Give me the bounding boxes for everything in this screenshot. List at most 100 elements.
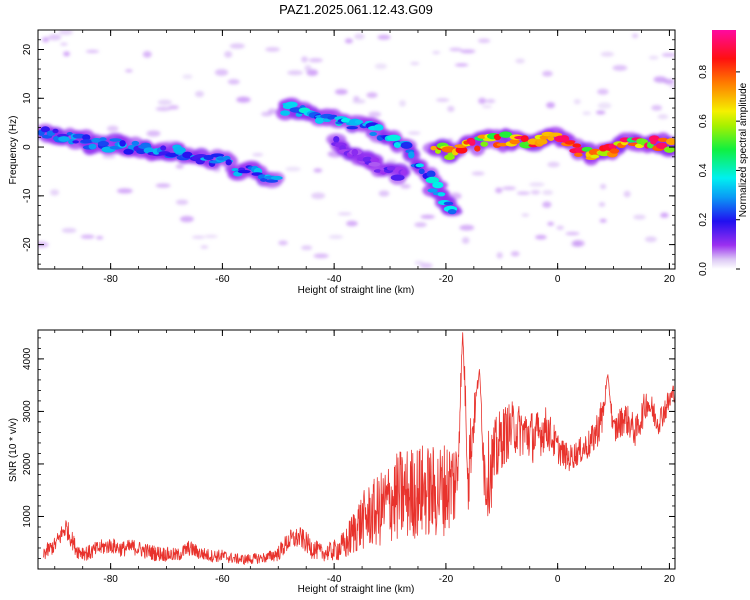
- spectrogram-blob: [80, 139, 94, 144]
- spectrogram-speckle: [368, 111, 382, 118]
- spectrogram-speckle: [116, 188, 133, 194]
- spectrogram-speckle: [565, 231, 580, 236]
- colorbar: 0.0 0.2 0.4 0.6 0.8 Normalized spectral ampl…: [698, 30, 749, 276]
- spectrogram-speckle: [556, 225, 564, 230]
- spectrogram-speckle: [669, 84, 675, 89]
- spectrogram-blob: [609, 148, 620, 154]
- spectrogram-blob: [443, 201, 454, 206]
- spectrogram-speckle: [229, 43, 245, 49]
- spectrogram-blob: [536, 138, 548, 145]
- colorbar-tick-label: 0.2: [698, 212, 709, 226]
- spectrogram-blob: [437, 192, 446, 197]
- spectrogram-speckle: [366, 92, 378, 99]
- figure-title: PAZ1.2025.061.12.43.G09: [279, 2, 433, 17]
- spectrogram-speckle: [478, 97, 487, 105]
- spectrogram-blob: [373, 124, 384, 131]
- spectrogram-speckle: [600, 51, 614, 57]
- y-tick-label: 1000: [22, 505, 33, 528]
- spectrogram-speckle: [42, 36, 50, 43]
- spectrogram-speckle: [414, 222, 427, 228]
- spectrogram-blob: [165, 152, 179, 158]
- spectrogram-speckle: [547, 221, 554, 226]
- spectrogram-speckle: [313, 253, 329, 259]
- spectrogram-speckle: [597, 102, 612, 109]
- y-tick-label: 3000: [22, 400, 33, 423]
- spectrogram-speckle: [400, 184, 411, 189]
- spectrogram-blob: [373, 169, 383, 173]
- spectrogram-speckle: [407, 131, 421, 135]
- spectrogram-speckle: [182, 74, 193, 80]
- colorbar-tick-label: 0.6: [698, 114, 709, 128]
- spectrogram-blob: [499, 131, 513, 138]
- spectrogram-speckle: [648, 55, 659, 60]
- x-tick-label: 20: [664, 274, 676, 285]
- spectrogram-blob: [648, 135, 660, 143]
- spectrogram-speckle: [542, 201, 552, 208]
- spectrogram-speckle: [542, 190, 553, 196]
- spectrogram-frame: [37, 29, 676, 270]
- spectrogram-blob: [427, 188, 438, 193]
- spectrogram-blob: [547, 136, 555, 141]
- snr-x-axis: -80 -60 -40 -20 0 20: [54, 330, 675, 585]
- x-tick-label: 0: [555, 574, 561, 585]
- spectrogram-blob: [663, 146, 675, 153]
- spectrogram-blob: [400, 141, 413, 149]
- spectrogram-blob: [426, 170, 436, 178]
- spectrogram-speckle: [179, 215, 194, 223]
- spectrogram-blob: [369, 131, 377, 137]
- spectrogram-blob: [182, 151, 193, 159]
- x-tick-label: 0: [555, 274, 561, 285]
- spectrogram-speckle: [471, 171, 485, 176]
- spectrogram-blob: [99, 137, 107, 142]
- spectrogram-speckle: [311, 192, 326, 200]
- spectrogram-x-axis-label: Height of straight line (km): [298, 285, 415, 296]
- spectrogram-speckle: [304, 64, 312, 72]
- spectrogram-speckle: [432, 50, 441, 55]
- spectrogram-speckle: [623, 190, 631, 198]
- spectrogram-blob: [160, 145, 167, 151]
- spectrogram-speckle: [597, 88, 609, 95]
- spectrogram-speckle: [352, 99, 366, 104]
- spectrogram-speckle: [399, 99, 406, 107]
- x-tick-label: -40: [327, 274, 342, 285]
- spectrogram-speckle: [50, 189, 60, 196]
- spectrogram-speckle: [287, 70, 303, 76]
- spectrogram-speckle: [106, 125, 119, 132]
- spectrogram-speckle: [572, 239, 585, 247]
- spectrogram-speckle: [521, 213, 530, 217]
- y-tick-label: 4000: [22, 347, 33, 370]
- spectrogram-speckle: [651, 104, 663, 111]
- spectrogram-blob: [370, 157, 380, 163]
- spectrogram-blob: [432, 181, 444, 189]
- spectrogram-speckle: [96, 235, 104, 240]
- spectrogram-speckle: [200, 245, 209, 249]
- spectrogram-blob: [203, 155, 214, 161]
- colorbar-tick-label: 0.4: [698, 163, 709, 177]
- spectrogram-speckle: [285, 166, 301, 172]
- x-tick-label: -80: [103, 274, 118, 285]
- spectrogram-speckle: [495, 187, 503, 194]
- spectrogram-blob: [572, 143, 582, 148]
- spectrogram-speckle: [58, 30, 73, 36]
- spectrogram-speckle: [328, 234, 344, 239]
- spectrogram-blob: [390, 174, 405, 181]
- spectrogram-speckle: [595, 110, 606, 115]
- spectrogram-speckle: [214, 69, 229, 76]
- spectrogram-blob: [195, 153, 207, 158]
- spectrogram-blob: [447, 209, 457, 215]
- colorbar-label: Normalized spectral amplitude: [738, 82, 749, 217]
- snr-frame: [37, 329, 676, 570]
- spectrogram-blob: [386, 134, 401, 142]
- colorbar-tick-label: 0.8: [698, 64, 709, 78]
- snr-series-line: [43, 332, 675, 565]
- spectrogram-blob: [430, 145, 437, 151]
- spectrogram-speckle: [481, 105, 492, 109]
- spectrogram-speckle: [204, 234, 218, 238]
- spectrogram-speckle: [573, 98, 581, 105]
- spectrogram-speckle: [516, 191, 531, 195]
- spectrogram-speckle: [334, 88, 348, 95]
- spectrogram-blob: [119, 140, 126, 147]
- spectrogram-x-axis: -80 -60 -40 -20 0 20: [54, 30, 676, 285]
- spectrogram-blob: [140, 142, 151, 149]
- spectrogram-blob: [68, 138, 75, 145]
